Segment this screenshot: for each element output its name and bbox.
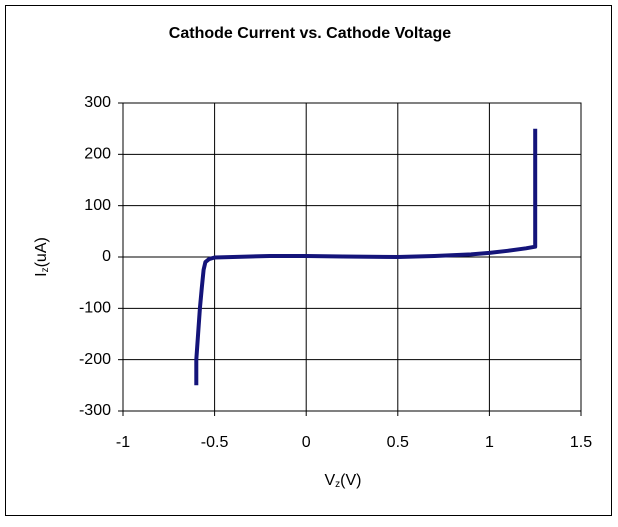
y-label-rest: (uA) — [33, 237, 50, 267]
y-tick-label: -100 — [79, 300, 111, 317]
y-tick-label: -200 — [79, 351, 111, 368]
x-tick-label: 0 — [302, 434, 311, 451]
x-label-main: V — [325, 472, 336, 489]
y-tick-label: 300 — [84, 94, 111, 111]
y-tick-label: -300 — [79, 402, 111, 419]
x-tick-label: 1.5 — [570, 434, 592, 451]
y-axis-label: Iz(uA) — [33, 237, 50, 277]
data-line — [194, 128, 538, 386]
x-label-rest: (V) — [340, 472, 361, 489]
y-label-sub: z — [40, 267, 51, 272]
chart-title: Cathode Current vs. Cathode Voltage — [169, 25, 452, 42]
y-tick-label: 200 — [84, 146, 111, 163]
y-label-main: I — [33, 272, 50, 276]
x-tick-label: -1 — [116, 434, 130, 451]
x-label-sub: z — [335, 479, 340, 490]
x-tick-label: -0.5 — [201, 434, 229, 451]
chart-frame — [5, 5, 612, 516]
y-tick-label: 100 — [84, 197, 111, 214]
x-tick-label: 1 — [485, 434, 494, 451]
plot-frame — [122, 102, 582, 412]
y-tick-label: 0 — [102, 248, 111, 265]
x-axis-label: Vz(V) — [325, 472, 362, 489]
x-tick-label: 0.5 — [387, 434, 409, 451]
